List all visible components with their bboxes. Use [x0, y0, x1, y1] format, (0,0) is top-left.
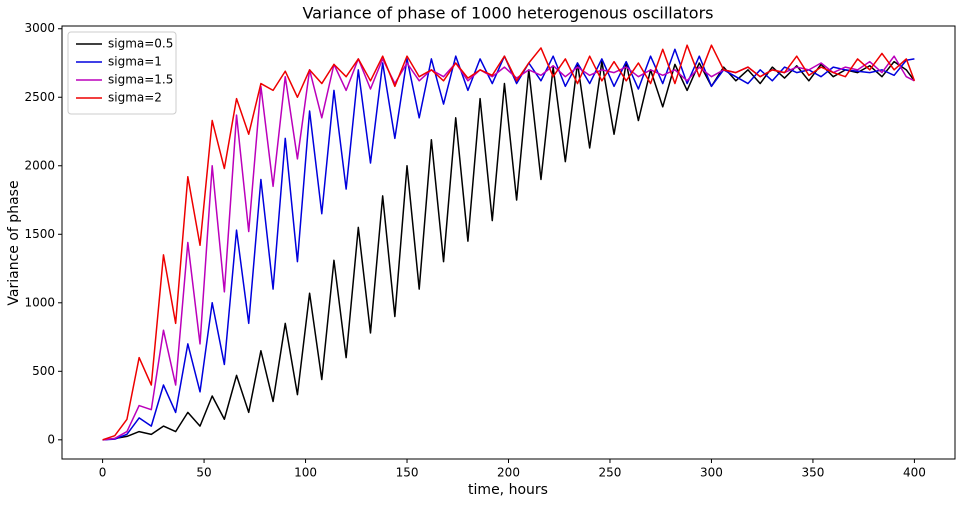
- y-tick-label: 2000: [24, 158, 55, 172]
- legend-label: sigma=1.5: [108, 73, 173, 87]
- y-tick-label: 2500: [24, 90, 55, 104]
- series-line: [102, 60, 916, 441]
- series-line: [102, 44, 916, 441]
- x-tick-label: 350: [801, 466, 824, 480]
- y-tick-label: 3000: [24, 21, 55, 35]
- y-tick-label: 500: [32, 364, 55, 378]
- x-tick-label: 150: [396, 466, 419, 480]
- x-tick-label: 250: [599, 466, 622, 480]
- x-tick-label: 0: [99, 466, 107, 480]
- plot-frame: [61, 25, 956, 460]
- x-tick-label: 400: [903, 466, 926, 480]
- chart-title: Variance of phase of 1000 heterogenous o…: [302, 4, 713, 23]
- y-tick-label: 0: [47, 432, 55, 446]
- x-axis-label: time, hours: [468, 482, 548, 498]
- y-axis-label: Variance of phase: [6, 180, 22, 305]
- series-line: [102, 55, 915, 441]
- y-tick-label: 1500: [24, 227, 55, 241]
- x-tick-label: 100: [294, 466, 317, 480]
- x-tick-label: 300: [700, 466, 723, 480]
- legend: sigma=0.5 sigma=1 sigma=1.5 sigma=2: [67, 31, 177, 115]
- legend-label: sigma=2: [108, 91, 162, 105]
- legend-label: sigma=1: [108, 55, 162, 69]
- series-line: [102, 48, 915, 441]
- x-tick-label: 200: [497, 466, 520, 480]
- x-tick-label: 50: [196, 466, 211, 480]
- legend-box: [67, 31, 177, 115]
- legend-label: sigma=0.5: [108, 37, 173, 51]
- y-tick-label: 1000: [24, 295, 55, 309]
